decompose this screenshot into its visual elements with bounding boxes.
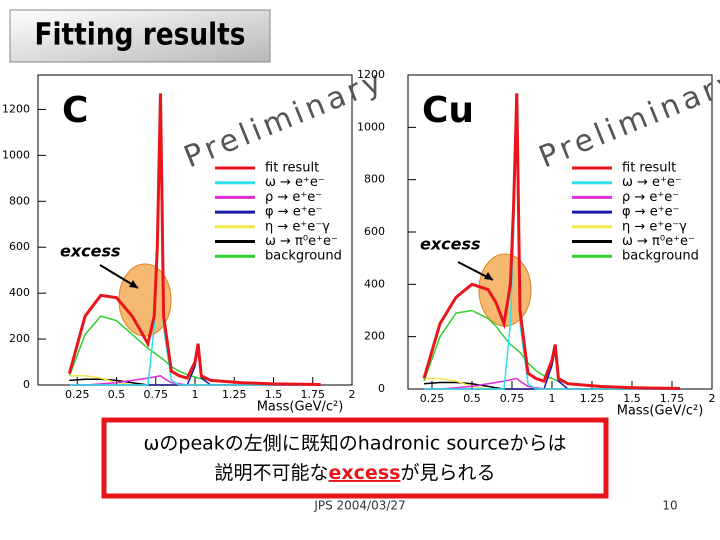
- x-tick-label: 1.5: [623, 392, 641, 405]
- legend-label: φ → e⁺e⁻: [622, 205, 679, 220]
- x-tick-label: 1.25: [580, 392, 605, 405]
- caption-line: ωのpeakの左側に既知のhadronic sourceからは: [144, 433, 567, 455]
- x-tick-label: 1.5: [265, 388, 283, 401]
- caption-part: 説明不可能な: [215, 462, 329, 484]
- series-line: [424, 110, 680, 390]
- caption-emphasis: excess: [329, 462, 401, 484]
- legend-label: φ → e⁺e⁻: [265, 205, 322, 220]
- footer: JPS 2004/03/27: [313, 499, 405, 513]
- series-line: [68, 315, 321, 386]
- y-tick-label: 200: [9, 332, 30, 345]
- legend-label: η → e⁺e⁻γ: [265, 219, 330, 234]
- x-tick-label: 0.75: [500, 392, 525, 405]
- legend-label: η → e⁺e⁻γ: [622, 219, 687, 234]
- y-tick-label: 400: [364, 277, 385, 290]
- annotation: excess: [420, 235, 481, 254]
- y-tick-label: 600: [364, 225, 385, 238]
- x-tick-label: 1: [192, 388, 199, 401]
- y-tick-label: 600: [9, 240, 30, 253]
- x-tick-label: 0.75: [144, 388, 169, 401]
- title-box: [9, 9, 271, 63]
- target-label: Cu: [422, 90, 474, 131]
- x-tick-label: 2: [349, 388, 356, 401]
- x-tick-label: 1: [549, 392, 556, 405]
- x-tick-label: 0.25: [420, 392, 445, 405]
- slide-title: Fitting results: [34, 17, 245, 52]
- y-tick-label: 800: [9, 194, 30, 207]
- page-number: 10: [662, 499, 677, 513]
- y-tick-label: 1000: [357, 120, 385, 133]
- y-tick-label: 0: [23, 378, 30, 391]
- arrow-head: [129, 280, 138, 288]
- x-tick-label: 0.25: [65, 388, 90, 401]
- series-line: [67, 93, 321, 386]
- x-axis-label: Mass(GeV/c²): [617, 404, 704, 419]
- legend-label: ρ → e⁺e⁻: [265, 190, 322, 205]
- watermark: Preliminary: [534, 63, 720, 175]
- legend-label: fit result: [265, 161, 319, 176]
- y-tick-label: 1200: [357, 68, 385, 81]
- series-line: [422, 93, 681, 390]
- legend-label: ω → e⁺e⁻: [622, 175, 682, 190]
- caption-line: 説明不可能なexcessが見られる: [215, 462, 496, 484]
- series-line: [69, 139, 321, 386]
- x-tick-label: 1.25: [222, 388, 247, 401]
- y-tick-label: 0: [378, 382, 385, 395]
- legend-label: background: [265, 249, 342, 264]
- legend-label: background: [622, 249, 699, 264]
- x-tick-label: 0.5: [108, 388, 126, 401]
- y-tick-label: 400: [9, 286, 30, 299]
- legend-label: fit result: [622, 161, 676, 176]
- x-tick-label: 2: [709, 392, 716, 405]
- series-line: [423, 309, 681, 390]
- annotation: excess: [60, 242, 121, 261]
- x-tick-label: 1.75: [301, 388, 326, 401]
- legend-label: ω → π⁰e⁺e⁻: [265, 234, 338, 249]
- legend-label: ρ → e⁺e⁻: [622, 190, 679, 205]
- legend-label: ω → π⁰e⁺e⁻: [622, 234, 695, 249]
- x-tick-label: 0.5: [463, 392, 481, 405]
- y-tick-label: 1200: [2, 102, 30, 115]
- caption-box: [101, 417, 609, 499]
- y-tick-label: 800: [364, 173, 385, 186]
- target-label: C: [62, 90, 88, 131]
- arrow-head: [484, 272, 493, 280]
- y-tick-label: 1000: [2, 148, 30, 161]
- legend-label: ω → e⁺e⁻: [265, 175, 325, 190]
- caption-part: が見られる: [400, 462, 495, 484]
- y-tick-label: 200: [364, 330, 385, 343]
- x-axis-label: Mass(GeV/c²): [257, 400, 344, 415]
- x-tick-label: 1.75: [660, 392, 685, 405]
